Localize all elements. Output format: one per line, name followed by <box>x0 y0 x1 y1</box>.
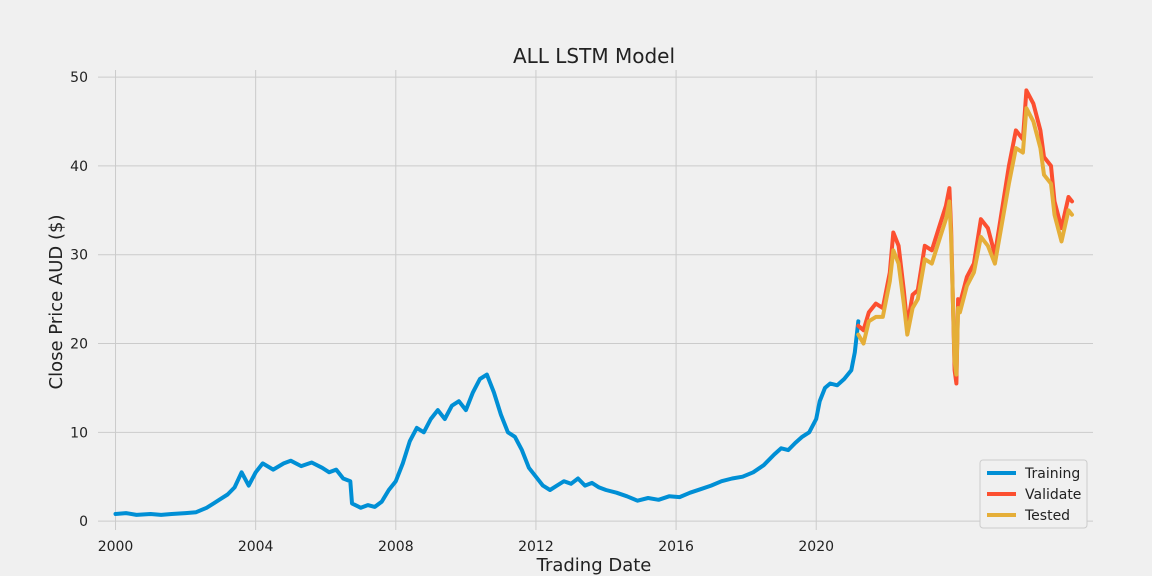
y-tick-label: 0 <box>79 514 88 530</box>
series-group <box>113 88 1074 517</box>
x-tick-label: 2008 <box>378 539 414 555</box>
y-tick-label: 10 <box>70 425 88 441</box>
x-tick-label: 2020 <box>798 539 834 555</box>
y-axis-label: Close Price AUD ($) <box>46 215 67 390</box>
x-tick-label: 2000 <box>98 539 134 555</box>
x-tick-label: 2016 <box>658 539 694 555</box>
series-line-tested <box>856 106 1074 377</box>
ticks: 2000 2004 2008 2012 2016 2020 0 10 20 30 40 50 <box>70 70 834 555</box>
y-tick-label: 20 <box>70 337 88 353</box>
series-line-training <box>113 319 861 517</box>
legend-label-tested: Tested <box>1024 508 1070 524</box>
x-axis-label: Trading Date <box>536 555 652 576</box>
y-tick-label: 50 <box>70 70 88 86</box>
x-tick-label: 2012 <box>518 539 554 555</box>
chart-title: ALL LSTM Model <box>513 44 675 68</box>
y-tick-label: 40 <box>70 159 88 175</box>
legend-label-training: Training <box>1024 466 1080 482</box>
legend-label-validate: Validate <box>1025 487 1081 503</box>
grid <box>98 70 1093 530</box>
y-tick-label: 30 <box>70 248 88 264</box>
legend-box <box>979 459 1088 529</box>
legend: Training Validate Tested <box>979 459 1088 529</box>
x-tick-label: 2004 <box>238 539 274 555</box>
